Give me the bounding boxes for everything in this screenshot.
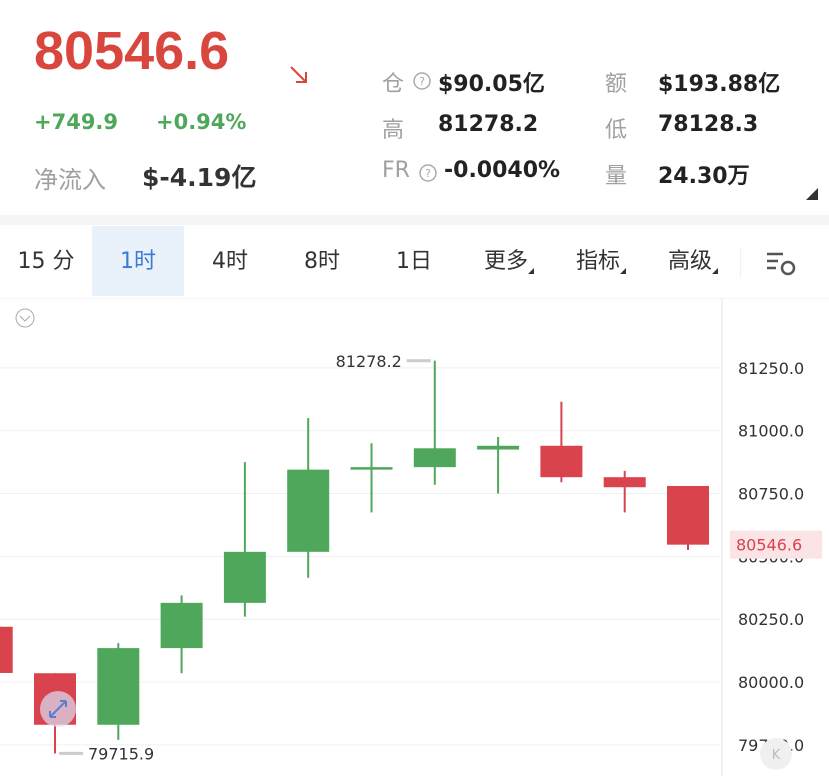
tab[interactable]: 1时	[92, 226, 184, 296]
expand-icon	[49, 700, 67, 718]
current-price-tag	[730, 530, 822, 559]
high-label: 81278.2	[336, 352, 402, 371]
y-tick-label: 80750.0	[738, 485, 804, 504]
k-button-label: K	[772, 748, 781, 763]
info-icon[interactable]: ?	[418, 163, 438, 183]
candle-body	[287, 469, 330, 552]
down-arrow-icon	[290, 66, 307, 83]
tab[interactable]: 1日	[396, 249, 432, 274]
current-price-label: 80546.6	[736, 536, 802, 555]
stat-label: 高	[382, 118, 405, 143]
separator	[0, 215, 829, 225]
y-tick-label: 80000.0	[738, 673, 804, 692]
stat-value: $193.88亿	[658, 72, 781, 97]
stat-label: 仓	[382, 72, 405, 97]
stat-value: 78128.3	[658, 112, 759, 137]
collapse-icon[interactable]	[15, 308, 35, 328]
dropdown-marks	[528, 268, 718, 274]
candle-body	[0, 626, 13, 673]
stat-label: 低	[605, 118, 628, 143]
candle-body	[223, 551, 266, 603]
tab[interactable]: 15 分	[17, 249, 75, 274]
y-tick-label: 80250.0	[738, 610, 804, 629]
stat-value: 81278.2	[438, 112, 539, 137]
svg-text:?: ?	[425, 167, 431, 180]
stat-value: 24.30万	[658, 164, 750, 189]
tab[interactable]: 高级	[667, 249, 712, 274]
candle-body	[477, 445, 520, 450]
candle-body	[667, 485, 709, 545]
stat-value: -0.0040%	[444, 158, 561, 183]
candle-body	[540, 445, 583, 478]
tab[interactable]: 8时	[304, 249, 340, 274]
y-tick-label: 81250.0	[738, 359, 804, 378]
candle-body	[160, 602, 203, 649]
candle-body	[97, 648, 140, 725]
tab[interactable]: 指标	[575, 249, 620, 274]
stat-label: FR	[382, 158, 410, 183]
low-label: 79715.9	[88, 744, 154, 763]
change: +749.9	[34, 110, 119, 134]
stat-value: $90.05亿	[438, 72, 545, 97]
tab[interactable]: 4时	[212, 249, 248, 274]
svg-text:?: ?	[419, 75, 425, 88]
inflow-label: 净流入	[34, 166, 106, 194]
stat-label: 量	[605, 164, 628, 189]
candle-body	[350, 467, 393, 470]
stat-label: 额	[605, 72, 628, 97]
y-tick-label: 81000.0	[738, 422, 804, 441]
candle-body	[413, 448, 456, 468]
k-button[interactable]	[760, 738, 792, 770]
tab[interactable]: 更多	[483, 249, 528, 274]
candle-body	[603, 477, 646, 488]
last-price: 80546.6	[34, 21, 230, 81]
collapse-icon-arrow	[19, 315, 31, 322]
change-pct: +0.94%	[156, 110, 247, 134]
settings-icon[interactable]	[740, 246, 800, 280]
inflow-value: $-4.19亿	[142, 163, 257, 192]
info-icon[interactable]: ?	[412, 71, 432, 91]
corner-icon	[806, 188, 818, 200]
